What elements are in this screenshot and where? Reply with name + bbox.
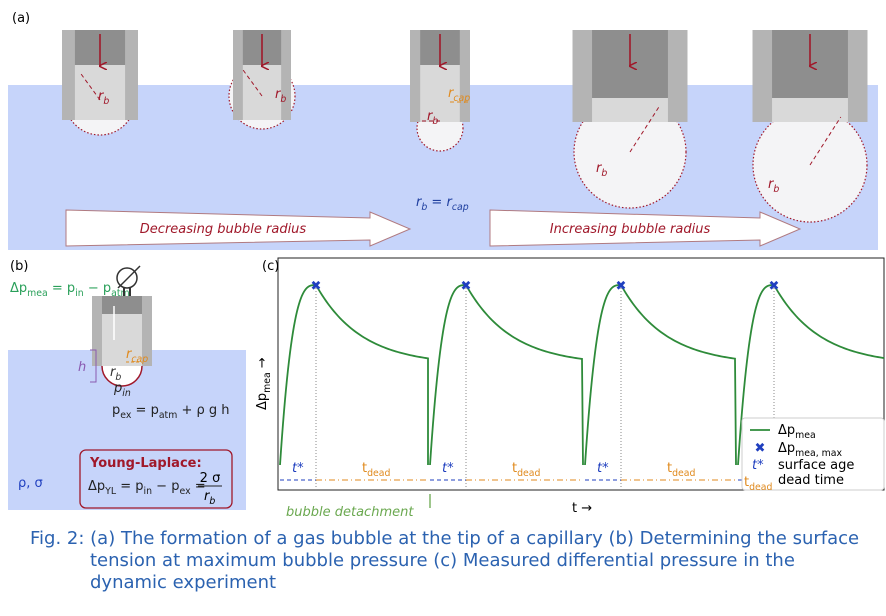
surface-age-label: t* — [292, 461, 304, 476]
annotation: bubble detachment — [286, 505, 414, 520]
subscript: in — [75, 288, 84, 299]
subscript: b — [103, 96, 109, 107]
text-part: Δp — [778, 441, 795, 456]
subscript: mea — [795, 430, 816, 441]
text-part: p — [103, 281, 111, 296]
subscript: atm — [159, 410, 178, 421]
subscript: dead — [517, 468, 540, 479]
text-part: Δp — [10, 281, 27, 296]
text-part: p — [151, 403, 159, 418]
text-part: p — [112, 403, 120, 418]
panel-label: (b) — [10, 259, 28, 274]
arrow-label: Increasing bubble radius — [550, 222, 711, 237]
legend-label: surface age — [778, 458, 854, 473]
capillary-core — [772, 98, 848, 122]
page: (a) (b) (c) rbrbrcaprbrbrbrb = rcapDecre… — [0, 0, 886, 616]
subscript: mea — [262, 372, 273, 393]
subscript: b — [601, 168, 607, 179]
panel-label: (c) — [262, 259, 279, 274]
subscript: dead — [749, 482, 772, 493]
text-part: = — [48, 281, 67, 296]
subscript: in — [122, 388, 131, 399]
subscript: dead — [367, 468, 390, 479]
text-part: = — [131, 403, 150, 418]
text-part: Δp — [255, 393, 270, 410]
surface-age-label: t* — [442, 461, 454, 476]
subscript: YL — [104, 486, 117, 497]
legend-label: dead time — [778, 473, 844, 488]
text-part: p — [67, 281, 75, 296]
max-marker: ✖ — [461, 279, 472, 294]
caption: Fig. 2: (a) The formation of a gas bubbl… — [30, 528, 866, 594]
text-part: − — [152, 479, 171, 494]
text-part: p — [113, 381, 122, 396]
subscript: ex — [120, 410, 132, 421]
text-part: = — [427, 195, 446, 210]
legend-marker: ✖ — [755, 441, 766, 456]
text-part: = — [116, 479, 135, 494]
max-marker: ✖ — [769, 279, 780, 294]
subscript: ex — [179, 486, 191, 497]
subscript: mea — [27, 288, 48, 299]
subscript: dead — [672, 468, 695, 479]
subscript: in — [144, 486, 153, 497]
subscript: cap — [452, 202, 469, 213]
legend-symbol: t* — [752, 458, 764, 473]
arrow-label: Decreasing bubble radius — [140, 222, 307, 237]
max-marker: ✖ — [616, 279, 627, 294]
text-part: p — [171, 479, 179, 494]
capillary-core — [102, 296, 142, 314]
y-axis-label: Δpmea → — [255, 357, 273, 410]
numerator: 2 σ — [200, 471, 221, 486]
height-label: h — [78, 360, 86, 375]
liquid-label: ρ, σ — [18, 476, 43, 491]
panel-label: (a) — [12, 11, 30, 26]
subscript: b — [280, 94, 286, 105]
x-axis-label: t → — [572, 501, 592, 516]
subscript: cap — [131, 354, 148, 365]
text-part: p — [135, 479, 143, 494]
text-part: Δp — [88, 479, 105, 494]
subscript: b — [432, 116, 438, 127]
formula-title: Young-Laplace: — [89, 456, 202, 471]
surface-age-label: t* — [597, 461, 609, 476]
subscript: b — [773, 184, 779, 195]
subscript: cap — [453, 93, 470, 104]
text-part: + ρ g h — [177, 403, 229, 418]
text-part: → — [255, 357, 270, 372]
text-part: − — [84, 281, 103, 296]
max-marker: ✖ — [311, 279, 322, 294]
text-part: Δp — [778, 423, 795, 438]
subscript: b — [209, 496, 215, 507]
